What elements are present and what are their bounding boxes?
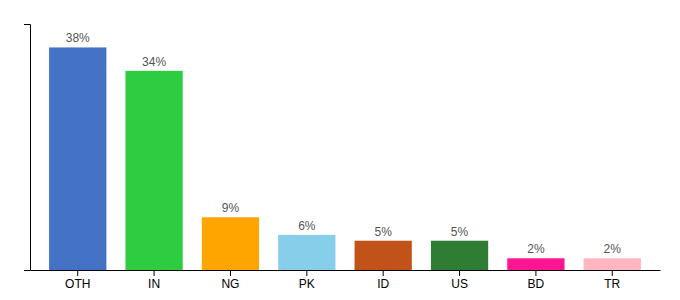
x-tick: OTH [65, 270, 90, 291]
bars [49, 47, 641, 270]
y-axis [24, 25, 31, 271]
bar [355, 241, 412, 270]
chart-container: OTH IN NG PK ID US BD TR 38% 34% 9% 6% 5% 5% 2% 2% [0, 0, 680, 300]
x-tick-label: ID [377, 277, 389, 291]
x-tick-mark [383, 270, 384, 276]
x-tick-label: PK [299, 277, 315, 291]
data-label: 38% [66, 31, 90, 45]
x-axis-line [31, 270, 661, 271]
x-tick-mark [154, 270, 155, 276]
x-tick-mark [459, 270, 460, 276]
x-tick-label: IN [148, 277, 160, 291]
bar [202, 217, 259, 270]
x-tick-mark [230, 270, 231, 276]
x-tick-label: TR [604, 277, 620, 291]
bar [431, 241, 488, 270]
x-tick-mark [612, 270, 613, 276]
x-tick: TR [604, 270, 620, 291]
bar [278, 235, 335, 270]
data-label: 5% [451, 225, 469, 239]
bar [584, 258, 641, 270]
x-axis: OTH IN NG PK ID US BD TR [31, 270, 661, 291]
x-tick: NG [221, 270, 239, 291]
x-tick: IN [148, 270, 160, 291]
x-tick-label: BD [528, 277, 545, 291]
x-tick-label: OTH [65, 277, 90, 291]
x-tick: PK [299, 270, 315, 291]
data-label: 6% [298, 219, 316, 233]
x-tick-mark [535, 270, 536, 276]
x-tick-mark [306, 270, 307, 276]
x-tick: BD [528, 270, 545, 291]
data-label: 34% [142, 55, 166, 69]
data-labels: 38% 34% 9% 6% 5% 5% 2% 2% [66, 31, 622, 256]
data-label: 2% [604, 242, 622, 256]
bar [49, 47, 106, 270]
data-label: 2% [527, 242, 545, 256]
bar [125, 71, 182, 270]
x-tick-label: NG [221, 277, 239, 291]
bar [507, 258, 564, 270]
x-tick: ID [377, 270, 389, 291]
y-axis-line [24, 25, 31, 271]
data-label: 5% [375, 225, 393, 239]
x-tick-label: US [451, 277, 468, 291]
data-label: 9% [222, 201, 240, 215]
chart: OTH IN NG PK ID US BD TR 38% 34% 9% 6% 5% 5% 2% 2% [0, 0, 680, 300]
x-tick-mark [77, 270, 78, 276]
x-tick: US [451, 270, 468, 291]
